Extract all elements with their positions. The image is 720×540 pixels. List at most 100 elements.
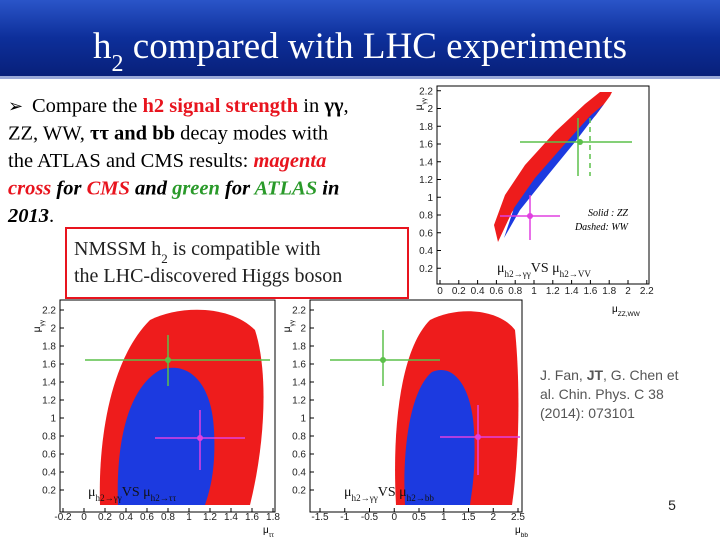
- text-run: in: [298, 95, 324, 117]
- text-run: green: [171, 178, 220, 200]
- y-tick-label: 1.2: [292, 396, 306, 407]
- legend-entry: Dashed: WW: [574, 222, 630, 233]
- y-tick-label: 0.6: [292, 450, 306, 461]
- text-run: h2→γγ: [352, 493, 378, 503]
- y-tick-label: 0.6: [419, 228, 433, 239]
- y-tick-label: 0.8: [42, 432, 56, 443]
- y-tick-label: 2.2: [292, 306, 306, 317]
- y-tick-label: 0.4: [419, 246, 433, 257]
- citation: J. Fan, JT, G. Chen et al. Chin. Phys. C …: [540, 367, 679, 421]
- note-box: [65, 227, 409, 299]
- plot-caption: μh2→γγVS μh2→ττ: [88, 485, 176, 503]
- text-run: CMS: [87, 178, 130, 200]
- y-tick-label: 1.8: [419, 122, 433, 133]
- note-line: NMSSM h2 is compatible with: [74, 238, 321, 266]
- text-run: γγ: [289, 319, 296, 326]
- legend-entry: Solid : ZZ: [588, 208, 628, 219]
- y-tick-label: 1.2: [419, 175, 433, 186]
- y-tick-label: 1.2: [42, 396, 56, 407]
- text-run: JT: [587, 367, 604, 383]
- page-number: 5: [668, 497, 676, 513]
- y-tick-label: 2.2: [42, 306, 56, 317]
- slide-title: h2 compared with LHC experiments: [93, 26, 627, 77]
- text-run: NMSSM h: [74, 238, 161, 260]
- text-run: ττ: [269, 532, 275, 539]
- title-bar: [0, 0, 720, 76]
- citation-line: (2014): 073101: [540, 405, 635, 421]
- text-run: 2: [111, 51, 123, 77]
- text-run: h2→ττ: [151, 493, 177, 503]
- x-tick-label: 1.8: [266, 512, 280, 523]
- text-run: μ: [515, 525, 521, 536]
- plot-caption: μh2→γγVS μh2→bb: [344, 485, 434, 503]
- y-axis-label: μγγ: [32, 319, 46, 332]
- text-run: h2→γγ: [96, 493, 122, 503]
- text-run: bb: [521, 532, 529, 539]
- x-tick-label: 1.8: [602, 286, 616, 297]
- text-run: for: [220, 178, 255, 200]
- citation-line: J. Fan, JT, G. Chen et: [540, 367, 679, 383]
- x-axis-label: μbb: [515, 525, 528, 539]
- magenta-point: [197, 435, 203, 441]
- x-tick-label: 2.5: [511, 512, 525, 523]
- x-tick-label: 2: [625, 286, 631, 297]
- x-tick-label: 1.4: [224, 512, 238, 523]
- y-tick-label: 2: [427, 104, 433, 115]
- text-run: Compare the: [32, 95, 142, 117]
- y-tick-label: 1: [427, 193, 433, 204]
- bullet-line: the ATLAS and CMS results: magenta: [8, 150, 326, 172]
- y-tick-label: 0.4: [292, 468, 306, 479]
- y-tick-label: 1.4: [292, 378, 306, 389]
- y-tick-label: 1.4: [419, 157, 433, 168]
- x-tick-label: 1: [441, 512, 447, 523]
- y-tick-label: 0.8: [292, 432, 306, 443]
- text-run: VS μ: [378, 485, 407, 500]
- x-tick-label: 0.4: [471, 286, 485, 297]
- green-point: [165, 357, 171, 363]
- bullet-line: ZZ, WW, ττ and bb decay modes with: [8, 123, 328, 145]
- text-run: the ATLAS and CMS results:: [8, 150, 253, 172]
- y-axis-label: μγγ: [414, 97, 428, 110]
- text-run: for: [51, 178, 86, 200]
- x-tick-label: 1.6: [245, 512, 259, 523]
- y-tick-label: 0.2: [42, 486, 56, 497]
- text-run: VS μ: [531, 261, 560, 276]
- x-tick-label: -1.5: [311, 512, 329, 523]
- green-point: [380, 357, 386, 363]
- x-tick-label: 0.2: [452, 286, 466, 297]
- text-run: ZZ,WW: [618, 311, 641, 318]
- x-tick-label: 1.5: [462, 512, 476, 523]
- text-run: ,: [344, 95, 349, 117]
- text-run: , G. Chen et: [603, 367, 679, 383]
- text-run: and: [130, 178, 172, 200]
- x-tick-label: 0.8: [508, 286, 522, 297]
- x-tick-label: 0.6: [489, 286, 503, 297]
- y-tick-label: 0.8: [419, 211, 433, 222]
- plot-2-art: [85, 309, 270, 505]
- magenta-point: [475, 434, 481, 440]
- x-axis-label: μZZ,WW: [612, 304, 641, 318]
- plot-frame: [436, 85, 650, 285]
- y-tick-label: 1.8: [292, 342, 306, 353]
- blue-region: [404, 369, 475, 505]
- x-tick-label: 0.8: [161, 512, 175, 523]
- x-tick-label: -1: [340, 512, 349, 523]
- bullet-line: Compare the h2 signal strength in γγ,: [32, 95, 349, 117]
- x-tick-label: 0.4: [119, 512, 133, 523]
- green-point: [577, 139, 583, 145]
- text-run: μ: [282, 326, 293, 332]
- y-tick-label: 0.6: [42, 450, 56, 461]
- y-tick-label: 2: [50, 324, 56, 335]
- red-region: [494, 92, 612, 242]
- x-tick-label: 0: [391, 512, 397, 523]
- y-tick-label: 2.2: [419, 86, 433, 97]
- y-tick-label: 0.2: [292, 486, 306, 497]
- x-tick-label: 0.6: [140, 512, 154, 523]
- y-tick-label: 1: [50, 414, 56, 425]
- bullet-line: 2013.: [7, 205, 54, 227]
- citation-line: al. Chin. Phys. C 38: [540, 386, 664, 402]
- text-run: 2013: [7, 205, 49, 227]
- text-run: γγ: [323, 95, 344, 117]
- y-tick-label: 1.6: [292, 360, 306, 371]
- x-tick-label: 0.2: [98, 512, 112, 523]
